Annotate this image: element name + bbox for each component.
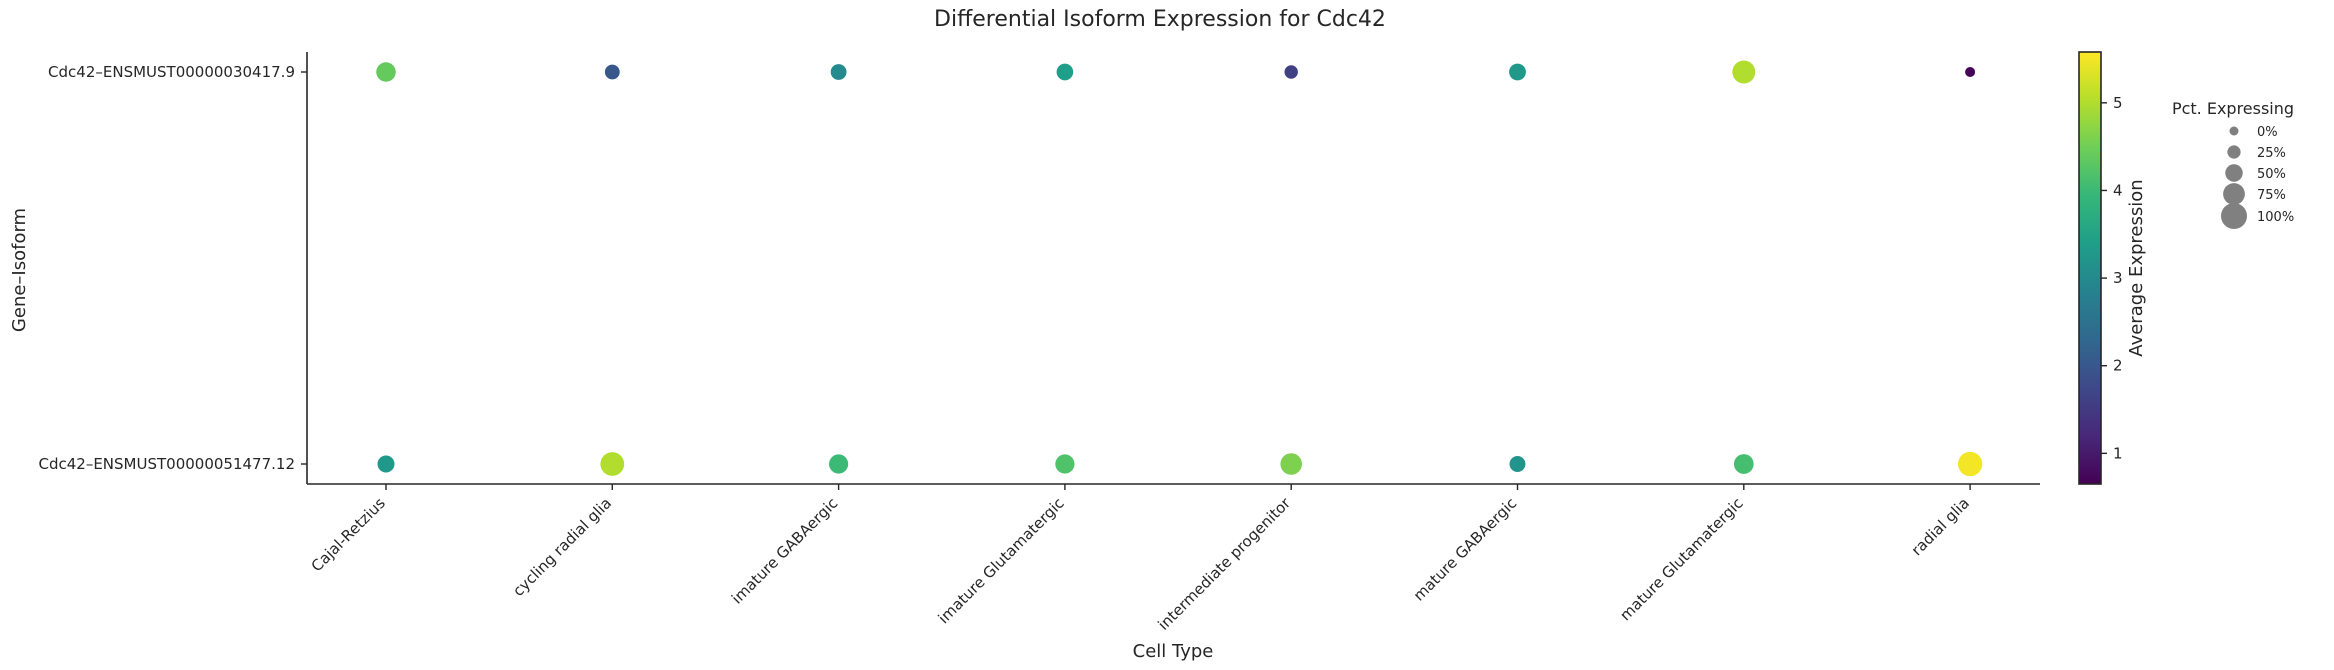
dot-point xyxy=(1965,66,1976,78)
y-tick-label: Cdc42–ENSMUST00000051477.12 xyxy=(39,455,296,473)
dot-point xyxy=(604,64,620,80)
dot-point xyxy=(829,454,849,474)
colorbar-tick-label: 1 xyxy=(2113,444,2123,462)
plot-area xyxy=(306,52,2040,485)
y-axis-label: Gene–Isoform xyxy=(9,208,30,332)
dots xyxy=(376,60,1983,477)
dot-point xyxy=(1732,60,1756,84)
size-legend-title: Pct. Expressing xyxy=(2172,99,2294,118)
size-legend-label: 25% xyxy=(2257,146,2286,161)
size-legend-marker xyxy=(2229,126,2239,136)
dot-point xyxy=(1957,451,1983,477)
x-tick-label: radial glia xyxy=(1908,494,1973,559)
dot-point xyxy=(1280,453,1302,475)
size-legend-marker xyxy=(2223,183,2245,205)
size-legend-label: 50% xyxy=(2257,167,2286,182)
dot-point xyxy=(1056,63,1074,81)
x-tick-label: Cajal-Retzius xyxy=(308,494,389,575)
x-tick-label: cycling radial glia xyxy=(509,494,615,600)
colorbar-tick-label: 4 xyxy=(2113,181,2123,199)
x-tick-labels: Cajal-Retzius cycling radial glia imature … xyxy=(308,484,1973,634)
size-legend-label: 0% xyxy=(2257,125,2278,140)
dot-point xyxy=(1733,454,1754,474)
dot-point xyxy=(1509,456,1526,472)
x-tick-label: imature Glutamatergic xyxy=(935,494,1068,627)
colorbar-gradient xyxy=(2078,51,2102,485)
x-tick-label: mature GABAergic xyxy=(1410,494,1521,605)
colorbar-ticks: 1 2 3 4 5 xyxy=(2101,94,2123,462)
dot-point xyxy=(377,455,395,473)
colorbar: Average Expression xyxy=(2078,51,2147,485)
dot-point xyxy=(1509,63,1526,81)
size-legend-entries: 0% 25% 50% 75% 100% xyxy=(2221,125,2294,229)
x-tick-label: intermediate progenitor xyxy=(1154,494,1294,634)
x-tick-label: mature Glutamatergic xyxy=(1616,494,1746,624)
size-legend: Pct. Expressing xyxy=(2172,99,2294,118)
x-axis-label: Cell Type xyxy=(1133,641,1214,662)
dot-point xyxy=(1284,65,1298,79)
chart-title: Differential Isoform Expression for Cdc4… xyxy=(934,7,1386,32)
size-legend-label: 75% xyxy=(2257,188,2286,203)
dot-point xyxy=(1055,454,1075,474)
x-tick-label: imature GABAergic xyxy=(728,494,841,607)
y-tick-labels: Cdc42–ENSMUST00000030417.9 Cdc42–ENSMUST0… xyxy=(39,63,307,473)
colorbar-tick-label: 3 xyxy=(2113,269,2123,287)
colorbar-tick-label: 5 xyxy=(2113,94,2123,112)
dot-point xyxy=(376,62,396,82)
size-legend-label: 100% xyxy=(2257,210,2294,225)
dot-point xyxy=(830,64,847,80)
size-legend-marker xyxy=(2225,164,2243,182)
y-tick-label: Cdc42–ENSMUST00000030417.9 xyxy=(48,63,295,81)
colorbar-label: Average Expression xyxy=(2126,179,2147,356)
colorbar-tick-label: 2 xyxy=(2113,357,2123,375)
size-legend-marker xyxy=(2227,145,2241,159)
dot-point xyxy=(600,452,625,476)
size-legend-marker xyxy=(2221,203,2247,229)
